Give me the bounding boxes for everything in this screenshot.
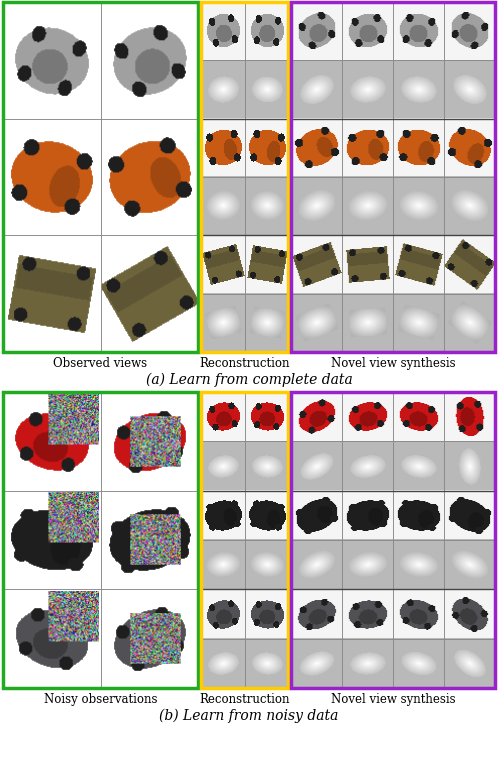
Bar (393, 60, 444, 118)
Bar (3, 490, 101, 589)
Bar (342, 293, 393, 352)
Bar (101, 2, 198, 118)
Bar (245, 589, 288, 639)
Bar (393, 490, 444, 540)
Bar (444, 442, 495, 490)
Bar (101, 235, 198, 352)
Bar (342, 490, 393, 540)
Bar (393, 2, 444, 60)
Bar (245, 490, 288, 540)
Bar (291, 392, 495, 688)
Bar (291, 235, 342, 293)
Bar (444, 118, 495, 177)
Bar (444, 293, 495, 352)
Text: Observed views: Observed views (53, 357, 147, 370)
Bar (3, 392, 198, 688)
Bar (393, 639, 444, 688)
Bar (201, 2, 245, 60)
Bar (444, 177, 495, 235)
Bar (291, 2, 342, 60)
Bar (201, 392, 288, 688)
Bar (245, 540, 288, 589)
Bar (444, 235, 495, 293)
Bar (342, 639, 393, 688)
Bar (393, 293, 444, 352)
Bar (3, 589, 101, 688)
Bar (444, 60, 495, 118)
Bar (291, 490, 342, 540)
Bar (201, 118, 245, 177)
Bar (201, 442, 245, 490)
Bar (291, 118, 342, 177)
Bar (444, 392, 495, 442)
Bar (245, 60, 288, 118)
Bar (291, 442, 342, 490)
Bar (444, 490, 495, 540)
Bar (245, 118, 288, 177)
Bar (291, 293, 342, 352)
Text: Novel view synthesis: Novel view synthesis (331, 357, 455, 370)
Bar (393, 392, 444, 442)
Text: Reconstruction: Reconstruction (199, 357, 290, 370)
Bar (201, 177, 245, 235)
Bar (245, 639, 288, 688)
Bar (291, 639, 342, 688)
Bar (393, 177, 444, 235)
Bar (3, 2, 101, 118)
Bar (245, 293, 288, 352)
Bar (201, 2, 288, 352)
Bar (201, 392, 245, 442)
Bar (291, 392, 342, 442)
Bar (342, 118, 393, 177)
Bar (201, 589, 245, 639)
Bar (342, 540, 393, 589)
Bar (393, 118, 444, 177)
Bar (3, 2, 198, 352)
Bar (101, 118, 198, 235)
Bar (201, 639, 245, 688)
Bar (444, 589, 495, 639)
Bar (3, 392, 101, 490)
Bar (444, 2, 495, 60)
Bar (444, 639, 495, 688)
Bar (291, 540, 342, 589)
Bar (201, 293, 245, 352)
Bar (245, 235, 288, 293)
Bar (342, 2, 393, 60)
Text: Noisy observations: Noisy observations (44, 693, 157, 706)
Bar (342, 60, 393, 118)
Bar (444, 540, 495, 589)
Bar (342, 589, 393, 639)
Bar (342, 392, 393, 442)
Bar (245, 392, 288, 442)
Bar (101, 392, 198, 490)
Bar (291, 589, 342, 639)
Bar (393, 540, 444, 589)
Bar (342, 235, 393, 293)
Bar (291, 60, 342, 118)
Bar (245, 177, 288, 235)
Bar (201, 490, 245, 540)
Text: Reconstruction: Reconstruction (199, 693, 290, 706)
Bar (3, 118, 101, 235)
Bar (342, 177, 393, 235)
Bar (201, 235, 245, 293)
Bar (393, 442, 444, 490)
Bar (101, 490, 198, 589)
Bar (291, 177, 342, 235)
Text: (a) Learn from complete data: (a) Learn from complete data (145, 373, 353, 387)
Bar (393, 235, 444, 293)
Bar (101, 589, 198, 688)
Bar (291, 2, 495, 352)
Bar (3, 235, 101, 352)
Bar (393, 589, 444, 639)
Bar (342, 442, 393, 490)
Text: Novel view synthesis: Novel view synthesis (331, 693, 455, 706)
Bar (201, 60, 245, 118)
Text: (b) Learn from noisy data: (b) Learn from noisy data (159, 709, 339, 724)
Bar (245, 2, 288, 60)
Bar (201, 540, 245, 589)
Bar (245, 442, 288, 490)
